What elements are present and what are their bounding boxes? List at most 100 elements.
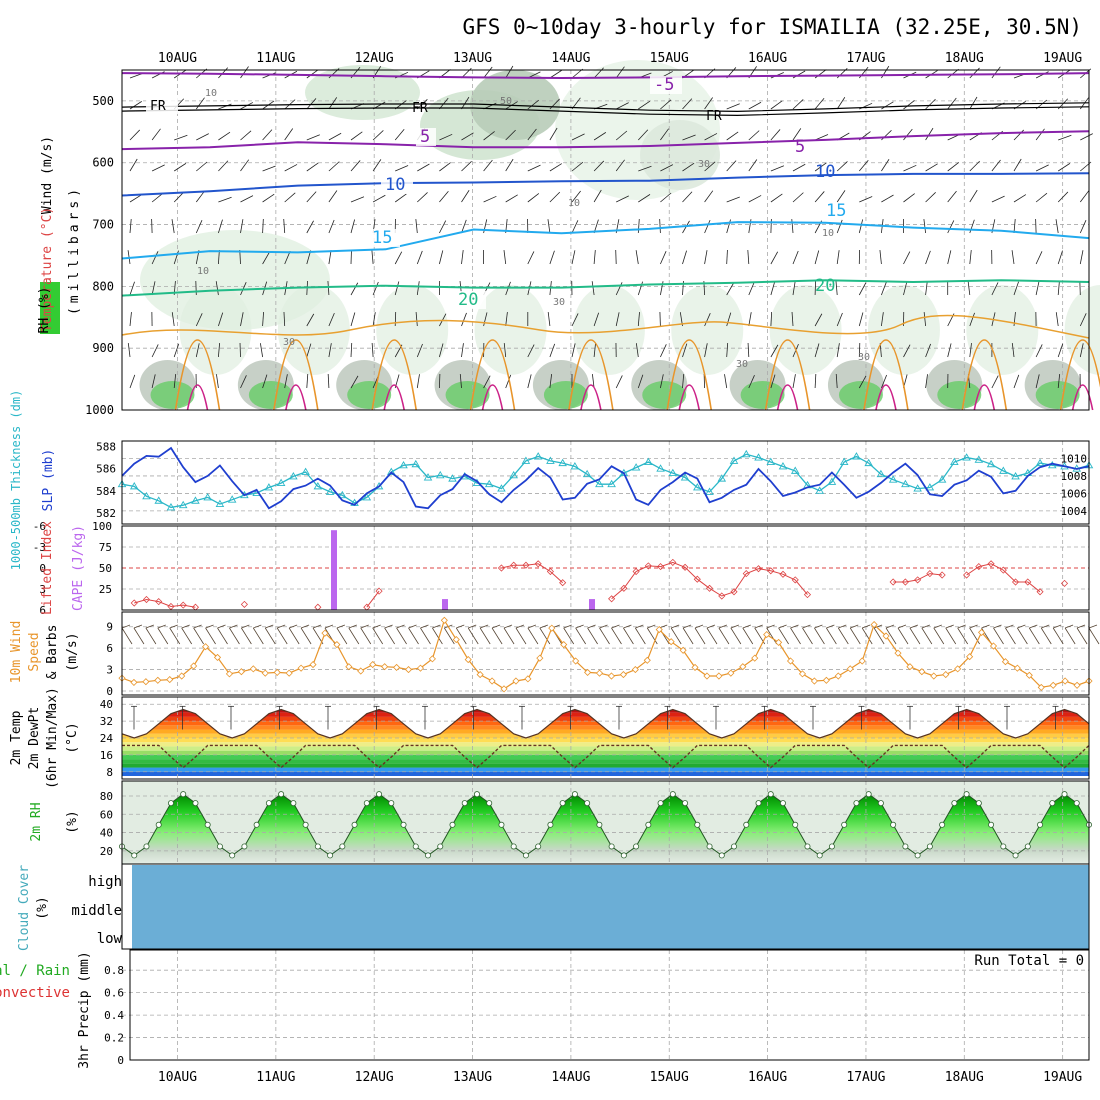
thickness-point [888,475,898,483]
wind-barb [151,164,165,172]
rh2m-point [890,821,897,828]
li-point [608,595,616,603]
wind10m-panel: 0 3 6 9 [106,611,1100,698]
wind-barb [461,312,467,327]
wind-barb [262,165,276,172]
wind-barb [591,374,595,389]
wind10m-barb [324,624,334,629]
wind-barb [527,164,541,172]
wind-barb [173,374,177,389]
thickness-point [815,486,824,494]
thickness-point [644,457,653,465]
wind-barb [306,98,317,110]
wind10m-barb [671,624,680,629]
wind-barb [1011,343,1015,358]
wind10m-barb [396,624,405,629]
li-point [1060,579,1069,587]
wind-barb [195,343,200,358]
wind-barb [615,66,625,79]
rh-contour-label: 30 [858,352,870,363]
isotherm-25 [568,339,614,411]
wind10m-barb [503,627,515,645]
wind10m-point [607,672,616,680]
wind-barb [616,195,629,203]
wind-barb [925,98,936,110]
thickness-point [399,460,408,469]
rh2m-point [939,821,946,828]
wind-barb [415,312,418,327]
wind10m-barb [169,624,178,629]
wind10m-barb [646,627,658,645]
li-tick-label: 3 [39,583,46,596]
isotherm--5 [121,72,1090,80]
wind-barb [240,375,247,389]
thickness-point [301,467,310,475]
wind-barb [947,97,957,110]
rh2m-point [229,852,236,859]
wind-barb [527,128,537,141]
rh2m-point [718,852,725,859]
li-point [926,570,934,578]
wind10m-barb [1052,627,1064,645]
wind10m-barb [408,624,417,629]
thickness-point [766,457,776,465]
wind10m-point [452,636,460,644]
label-temp2m-unit: (°C) [65,722,80,753]
li-point [522,561,530,569]
wind-barb [704,133,718,141]
wind10m-barb [217,624,226,629]
wind-barb [350,312,356,327]
thickness-point [582,469,592,478]
isotherm-label: 10 [385,175,405,195]
wind10m-point [524,675,532,683]
wind10m-barb [241,627,252,645]
wind10m-point [715,672,723,680]
isotherm-25 [961,339,1008,411]
isotherm-label: 15 [372,228,392,248]
wind-barb [792,250,799,265]
panel-frame-precip [129,949,1090,1061]
date-label-bottom: 10AUG [158,1070,197,1085]
thickness-point [313,481,323,490]
wind-barb [350,196,365,203]
wind10m-point [476,671,484,679]
isotherm-label-bg [368,229,400,247]
wind-barb [395,165,409,172]
rh-shade [445,381,490,409]
wind-barb [284,164,298,172]
wind10m-point [464,656,472,664]
wind10m-point [834,672,842,680]
wind-barb [505,194,518,203]
wind-barb [505,158,514,172]
wind-barb [947,220,955,234]
label-temp2m-1: 2m Temp [9,710,24,765]
wind-barb [593,312,600,327]
wind10m-point [142,678,150,686]
label-temp2m-2: 2m DewPt [27,707,42,770]
rh2m-point [1049,800,1056,807]
isotherm-25 [764,339,811,411]
wind-barb [704,343,708,358]
precip-tick-label: 0.8 [104,964,124,977]
rh-contour-label: 30 [736,359,748,370]
wind-barb [196,133,209,141]
wind-barb [549,374,553,389]
wind10m-barb [981,624,990,629]
wind10m-point [667,638,675,646]
wind10m-point [1037,683,1045,691]
wind-barb [240,219,244,234]
rh2m-point [351,821,358,828]
wind-tick-label: 0 [106,685,113,698]
li-point [718,592,726,600]
thickness-point [693,483,702,491]
run-total: Run Total = 0 [974,953,1084,969]
rh-shade [740,381,785,409]
wind10m-point [273,668,281,676]
wind10m-point [345,663,353,671]
cape-bar [589,599,595,610]
thickness-point [289,472,298,480]
wind-barb [660,128,669,141]
wind-barb [770,193,783,203]
wind10m-barb [599,624,608,629]
wind-barb [394,129,405,141]
